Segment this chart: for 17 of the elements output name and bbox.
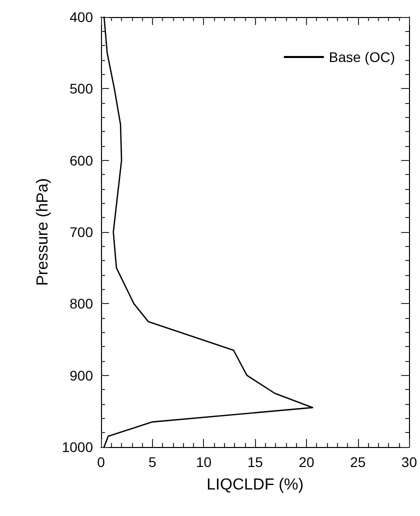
y-axis-title: Pressure (hPa) bbox=[34, 178, 52, 286]
y-tick-label: 900 bbox=[70, 367, 94, 384]
y-tick-label: 800 bbox=[70, 296, 94, 312]
y-tick-label: 500 bbox=[70, 80, 94, 97]
y-tick-label: 1000 bbox=[62, 439, 94, 455]
x-tick-label: 20 bbox=[298, 454, 314, 470]
legend-label: Base (OC) bbox=[328, 49, 395, 65]
y-tick-label: 600 bbox=[70, 152, 94, 168]
y-tick-label: 400 bbox=[70, 9, 94, 25]
y-tick-label: 700 bbox=[70, 224, 94, 240]
x-tick-label: 30 bbox=[401, 454, 418, 470]
x-tick-label: 10 bbox=[196, 454, 212, 470]
x-axis-title: LIQCLDF (%) bbox=[206, 476, 304, 494]
x-tick-label: 25 bbox=[350, 454, 366, 470]
x-tick-label: 5 bbox=[148, 454, 156, 470]
x-tick-label: 0 bbox=[97, 454, 106, 470]
x-tick-label: 15 bbox=[247, 454, 264, 470]
